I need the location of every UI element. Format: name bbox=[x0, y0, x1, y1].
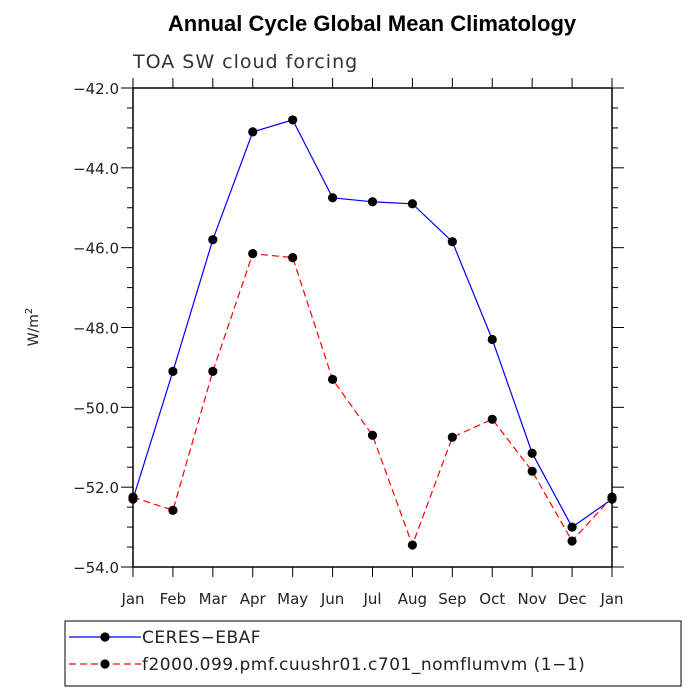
data-point-s0 bbox=[567, 522, 577, 532]
x-tick-label: Apr bbox=[240, 590, 267, 608]
data-point-s1 bbox=[487, 414, 497, 424]
data-point-s1 bbox=[327, 374, 338, 384]
data-point-s1 bbox=[527, 466, 537, 476]
y-tick-label: −50.0 bbox=[73, 399, 119, 417]
data-point-s1 bbox=[248, 249, 258, 259]
series-line-1 bbox=[132, 253, 613, 547]
y-tick-label: −42.0 bbox=[73, 80, 119, 98]
series-layer bbox=[128, 115, 617, 550]
y-axis-label-text: W/m bbox=[26, 314, 42, 346]
x-tick-label: Jun bbox=[320, 590, 344, 608]
data-point-s1 bbox=[407, 540, 418, 550]
y-tick-label: −54.0 bbox=[73, 559, 119, 577]
x-tick-label: Nov bbox=[518, 590, 547, 608]
series-line-0 bbox=[132, 119, 613, 528]
y-tick-label: −44.0 bbox=[73, 160, 119, 178]
data-point-s0 bbox=[288, 115, 298, 125]
data-point-s0 bbox=[447, 237, 457, 247]
data-point-s1 bbox=[208, 366, 218, 377]
data-point-s0 bbox=[327, 193, 338, 203]
data-point-s0 bbox=[367, 197, 378, 207]
data-point-s0 bbox=[527, 448, 537, 458]
y-tick-label: −46.0 bbox=[73, 240, 119, 258]
x-tick-label: Jan bbox=[599, 590, 623, 608]
legend-marker-0 bbox=[100, 632, 110, 642]
data-point-s1 bbox=[607, 492, 617, 502]
x-tick-label: Sep bbox=[438, 590, 466, 608]
legend-marker-1 bbox=[100, 659, 110, 669]
x-tick-label: May bbox=[277, 590, 308, 608]
x-tick-label: Feb bbox=[160, 590, 187, 608]
data-point-s0 bbox=[208, 235, 218, 245]
data-point-s1 bbox=[168, 505, 178, 515]
plot-frame bbox=[132, 87, 613, 568]
data-point-s1 bbox=[288, 253, 298, 263]
x-tick-label: Jan bbox=[120, 590, 144, 608]
data-point-s0 bbox=[487, 334, 497, 345]
data-point-s1 bbox=[567, 536, 577, 546]
y-tick-label: −48.0 bbox=[73, 320, 119, 338]
y-axis-label: W/m2 bbox=[24, 308, 42, 347]
legend: CERES−EBAF f2000.099.pmf.cuushr01.c701_no… bbox=[64, 620, 682, 687]
chart-title: Annual Cycle Global Mean Climatology bbox=[168, 11, 577, 36]
x-tick-label: Oct bbox=[479, 590, 505, 608]
axes: −54.0 −52.0 −50.0 −48.0 −46.0 −44.0 −42.0 Jan Fe… bbox=[73, 78, 624, 608]
x-tick-label: Aug bbox=[398, 590, 427, 608]
legend-box bbox=[64, 620, 682, 687]
data-point-s1 bbox=[128, 492, 138, 502]
y-tick-label: −52.0 bbox=[73, 479, 119, 497]
y-axis-label-superscript: 2 bbox=[24, 308, 35, 314]
legend-label-0: CERES−EBAF bbox=[142, 628, 261, 648]
legend-label-1: f2000.099.pmf.cuushr01.c701_nomflumvm (1… bbox=[142, 655, 585, 675]
x-tick-label: Jul bbox=[362, 590, 381, 608]
x-tick-label: Mar bbox=[199, 590, 228, 608]
data-point-s0 bbox=[168, 366, 178, 377]
x-tick-label: Dec bbox=[558, 590, 587, 608]
data-point-s1 bbox=[447, 432, 457, 442]
data-point-s1 bbox=[367, 430, 378, 440]
data-point-s0 bbox=[248, 127, 258, 137]
chart-subtitle: TOA SW cloud forcing bbox=[132, 51, 358, 73]
data-point-s0 bbox=[407, 199, 418, 209]
